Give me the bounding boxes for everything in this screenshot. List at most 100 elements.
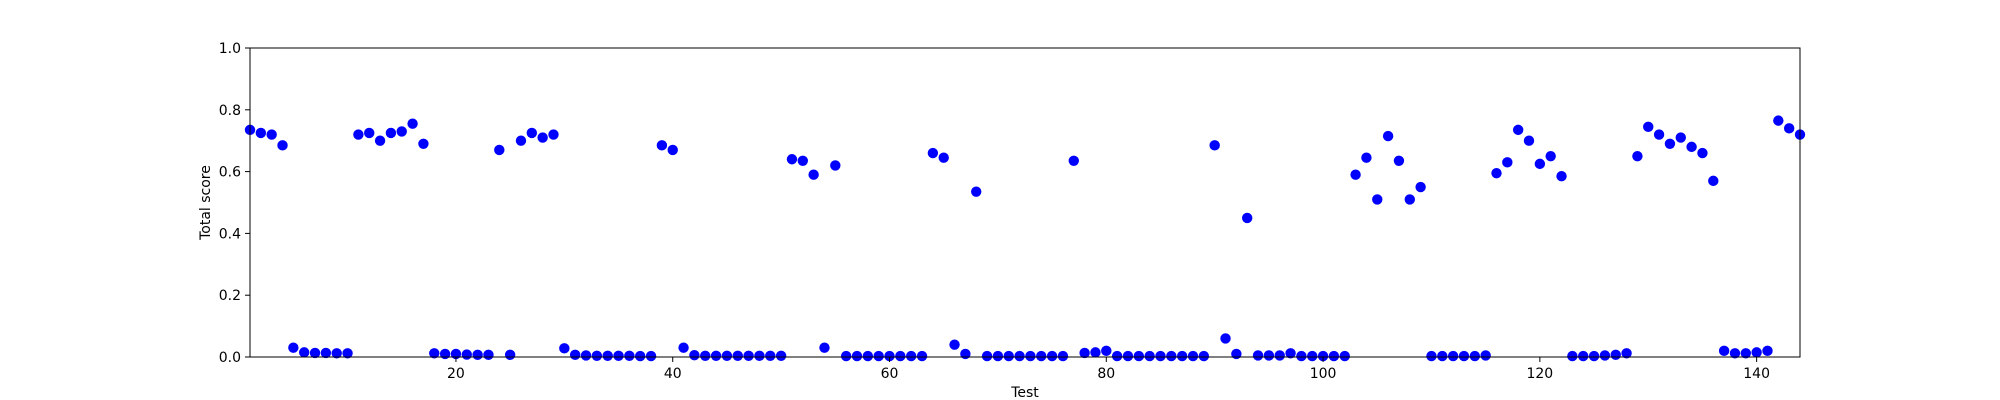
data-point	[1187, 350, 1199, 362]
data-point	[1068, 155, 1079, 166]
data-point	[971, 186, 982, 197]
data-point	[602, 350, 613, 361]
data-point	[1404, 194, 1415, 205]
data-point	[320, 347, 332, 359]
x-axis: 20 40 60 80 100 120 140	[447, 357, 1770, 382]
data-point	[309, 347, 321, 359]
data-point	[949, 339, 960, 350]
data-point	[905, 350, 917, 362]
data-point	[385, 127, 397, 139]
data-point	[1469, 350, 1481, 362]
data-point	[819, 342, 830, 353]
data-point	[1014, 350, 1025, 362]
y-tick-label: 0.6	[219, 165, 241, 181]
data-point	[797, 155, 808, 166]
data-point	[266, 129, 277, 140]
data-point	[1502, 157, 1513, 168]
data-point	[1599, 350, 1611, 361]
data-point	[1046, 350, 1058, 362]
data-points	[244, 115, 1806, 362]
data-point	[689, 349, 700, 361]
x-tick-label: 120	[1526, 366, 1553, 382]
data-point	[895, 350, 906, 362]
y-tick-label: 0.4	[219, 226, 241, 242]
y-tick-label: 0.0	[219, 350, 241, 366]
data-point	[364, 127, 375, 139]
data-point	[1664, 138, 1676, 149]
data-point	[1545, 150, 1556, 162]
y-axis-label: Total score	[198, 165, 214, 241]
data-point	[775, 350, 787, 361]
data-point	[656, 140, 668, 151]
data-point	[1025, 350, 1036, 362]
y-tick-label: 1.0	[219, 41, 241, 57]
data-point	[1361, 152, 1372, 163]
data-point	[277, 140, 288, 151]
data-point	[1285, 348, 1296, 359]
data-point	[548, 129, 559, 140]
data-point	[1036, 350, 1047, 362]
data-point	[1003, 350, 1014, 362]
data-point	[1350, 169, 1361, 180]
data-point	[526, 127, 538, 139]
data-point	[439, 348, 451, 360]
data-point	[1415, 181, 1426, 193]
data-point	[1090, 347, 1101, 358]
data-point	[992, 350, 1004, 362]
data-point	[884, 350, 895, 362]
data-point	[331, 348, 342, 359]
data-point	[1307, 350, 1318, 362]
data-point	[1393, 155, 1405, 166]
x-tick-label: 80	[1097, 366, 1115, 382]
data-point	[635, 350, 646, 362]
data-point	[342, 348, 353, 359]
data-point	[537, 132, 548, 143]
data-point	[591, 350, 603, 361]
data-point	[938, 152, 949, 163]
data-point	[1675, 132, 1686, 143]
data-point	[678, 342, 689, 353]
y-tick-label: 0.8	[219, 103, 241, 119]
data-point	[1274, 350, 1285, 361]
data-point	[461, 349, 472, 360]
data-point	[851, 350, 863, 362]
data-point	[1057, 350, 1069, 362]
data-point	[1317, 350, 1329, 362]
data-point	[732, 350, 743, 361]
data-point	[981, 350, 993, 362]
data-point	[960, 348, 971, 360]
data-point	[786, 154, 798, 165]
data-point	[1729, 348, 1741, 359]
data-point	[1588, 350, 1600, 362]
data-point	[1762, 345, 1773, 357]
x-tick-label: 140	[1743, 366, 1770, 382]
data-point	[710, 350, 722, 361]
data-point	[1718, 345, 1730, 357]
data-point	[288, 342, 299, 353]
data-point	[1686, 141, 1697, 153]
data-point	[1567, 350, 1578, 362]
data-point	[1512, 124, 1524, 136]
data-point	[1578, 350, 1589, 362]
data-point	[743, 350, 754, 361]
data-point	[374, 135, 386, 146]
data-point	[1122, 350, 1134, 362]
data-point	[1263, 350, 1275, 361]
data-point	[429, 348, 440, 359]
data-point	[1653, 129, 1665, 140]
data-point	[645, 350, 657, 362]
data-point	[255, 127, 267, 139]
data-point	[1523, 135, 1535, 146]
data-point	[1155, 350, 1166, 362]
data-point	[1783, 123, 1795, 134]
data-point	[353, 129, 364, 140]
data-point	[1740, 348, 1752, 359]
data-point	[407, 118, 418, 129]
data-point	[569, 349, 581, 361]
data-point	[1079, 347, 1090, 359]
data-point	[1133, 350, 1145, 362]
data-point	[1166, 350, 1177, 362]
data-point	[1751, 347, 1762, 358]
x-tick-label: 20	[447, 366, 465, 382]
